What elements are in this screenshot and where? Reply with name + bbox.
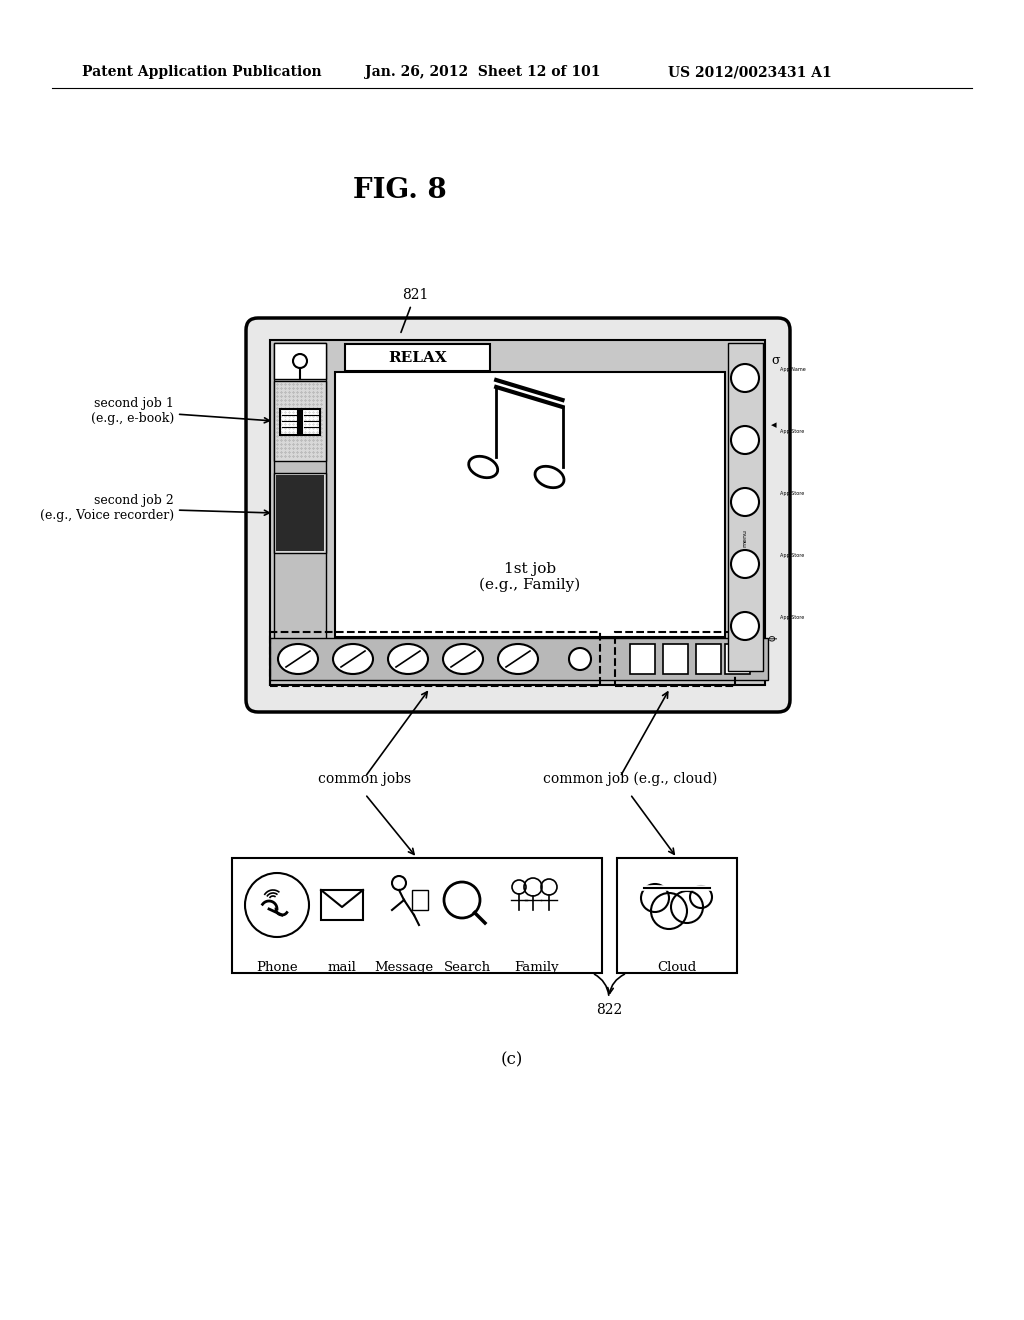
- Text: 1st job
(e.g., Family): 1st job (e.g., Family): [479, 562, 581, 593]
- Text: 821: 821: [401, 288, 428, 333]
- Text: φ: φ: [767, 635, 777, 642]
- FancyBboxPatch shape: [274, 343, 326, 678]
- Text: Phone: Phone: [256, 961, 298, 974]
- FancyBboxPatch shape: [232, 858, 602, 973]
- Bar: [663, 644, 688, 675]
- Text: Search: Search: [443, 961, 490, 974]
- FancyBboxPatch shape: [302, 409, 319, 436]
- Ellipse shape: [498, 644, 538, 675]
- Text: second job 2
(e.g., Voice recorder): second job 2 (e.g., Voice recorder): [40, 494, 269, 521]
- Bar: [696, 644, 721, 675]
- Text: Patent Application Publication: Patent Application Publication: [82, 65, 322, 79]
- FancyBboxPatch shape: [276, 475, 324, 550]
- Text: App Store: App Store: [780, 553, 804, 558]
- Circle shape: [731, 488, 759, 516]
- Text: App Name: App Name: [780, 367, 806, 372]
- FancyBboxPatch shape: [345, 345, 490, 371]
- Text: RELAX: RELAX: [388, 351, 446, 364]
- Circle shape: [731, 550, 759, 578]
- Text: App Store: App Store: [780, 429, 804, 434]
- FancyBboxPatch shape: [274, 343, 326, 379]
- Text: FIG. 8: FIG. 8: [353, 177, 446, 203]
- Circle shape: [731, 612, 759, 640]
- Text: second job 1
(e.g., e-book): second job 1 (e.g., e-book): [91, 397, 269, 425]
- Text: Message: Message: [375, 961, 433, 974]
- Bar: [630, 644, 655, 675]
- FancyBboxPatch shape: [335, 372, 725, 638]
- Text: common jobs: common jobs: [318, 772, 412, 785]
- Text: Family: Family: [515, 961, 559, 974]
- FancyBboxPatch shape: [270, 638, 768, 680]
- FancyBboxPatch shape: [246, 318, 790, 711]
- FancyBboxPatch shape: [280, 409, 298, 436]
- Bar: [412, 890, 428, 909]
- Ellipse shape: [569, 648, 591, 671]
- Text: Cloud: Cloud: [657, 961, 696, 974]
- Text: US 2012/0023431 A1: US 2012/0023431 A1: [668, 65, 831, 79]
- Ellipse shape: [333, 644, 373, 675]
- Ellipse shape: [443, 644, 483, 675]
- Ellipse shape: [388, 644, 428, 675]
- Text: 822: 822: [596, 1003, 623, 1016]
- Bar: [725, 644, 750, 675]
- Text: mail: mail: [328, 961, 356, 974]
- FancyBboxPatch shape: [617, 858, 737, 973]
- FancyBboxPatch shape: [728, 343, 763, 671]
- Text: menu: menu: [742, 529, 748, 546]
- Text: App Store: App Store: [780, 491, 804, 496]
- Circle shape: [731, 426, 759, 454]
- FancyBboxPatch shape: [274, 381, 326, 461]
- Ellipse shape: [278, 644, 318, 675]
- Text: (c): (c): [501, 1052, 523, 1068]
- FancyBboxPatch shape: [274, 473, 326, 553]
- Text: ◂: ◂: [771, 420, 776, 430]
- Circle shape: [245, 873, 309, 937]
- Circle shape: [731, 364, 759, 392]
- Text: common job (e.g., cloud): common job (e.g., cloud): [543, 772, 717, 787]
- Text: Jan. 26, 2012  Sheet 12 of 101: Jan. 26, 2012 Sheet 12 of 101: [365, 65, 600, 79]
- Bar: [321, 890, 362, 920]
- Text: σ: σ: [771, 355, 779, 367]
- Text: App Store: App Store: [780, 615, 804, 620]
- FancyBboxPatch shape: [270, 341, 765, 685]
